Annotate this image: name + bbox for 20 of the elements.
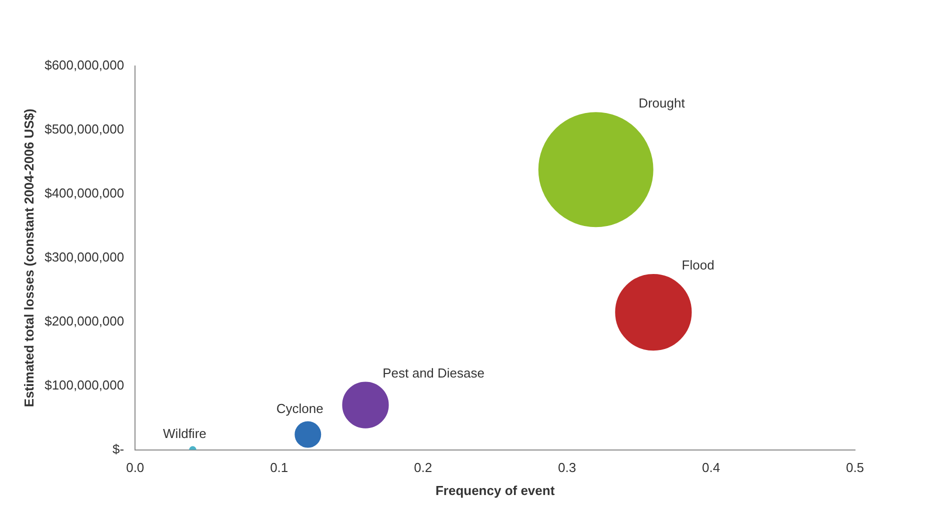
y-tick-label: $500,000,000 <box>44 122 124 137</box>
series-label: Pest and Diesase <box>382 365 484 380</box>
y-tick-label: $- <box>112 441 124 456</box>
y-tick-label: $400,000,000 <box>44 186 124 201</box>
series-label: Cyclone <box>276 400 324 416</box>
x-tick-label: 0.3 <box>558 460 576 476</box>
series-label: Wildfire <box>163 426 206 441</box>
x-tick-label: 0.5 <box>846 460 864 476</box>
y-axis-title: Estimated total losses (constant 2004-2006 US$) <box>21 108 36 408</box>
series-label: Drought <box>638 96 686 111</box>
x-tick-label: 0.0 <box>126 460 144 476</box>
x-tick-label: 0.4 <box>702 460 720 476</box>
y-tick-label: $300,000,000 <box>44 249 124 264</box>
y-tick-label: $600,000,000 <box>44 58 124 73</box>
x-axis-title: Frequency of event <box>435 482 556 498</box>
y-tick-label: $100,000,000 <box>44 377 124 392</box>
x-tick-label: 0.1 <box>270 460 288 476</box>
y-tick-label: $200,000,000 <box>44 313 124 328</box>
series-label: Flood <box>682 258 714 273</box>
x-tick-label: 0.2 <box>414 460 432 476</box>
